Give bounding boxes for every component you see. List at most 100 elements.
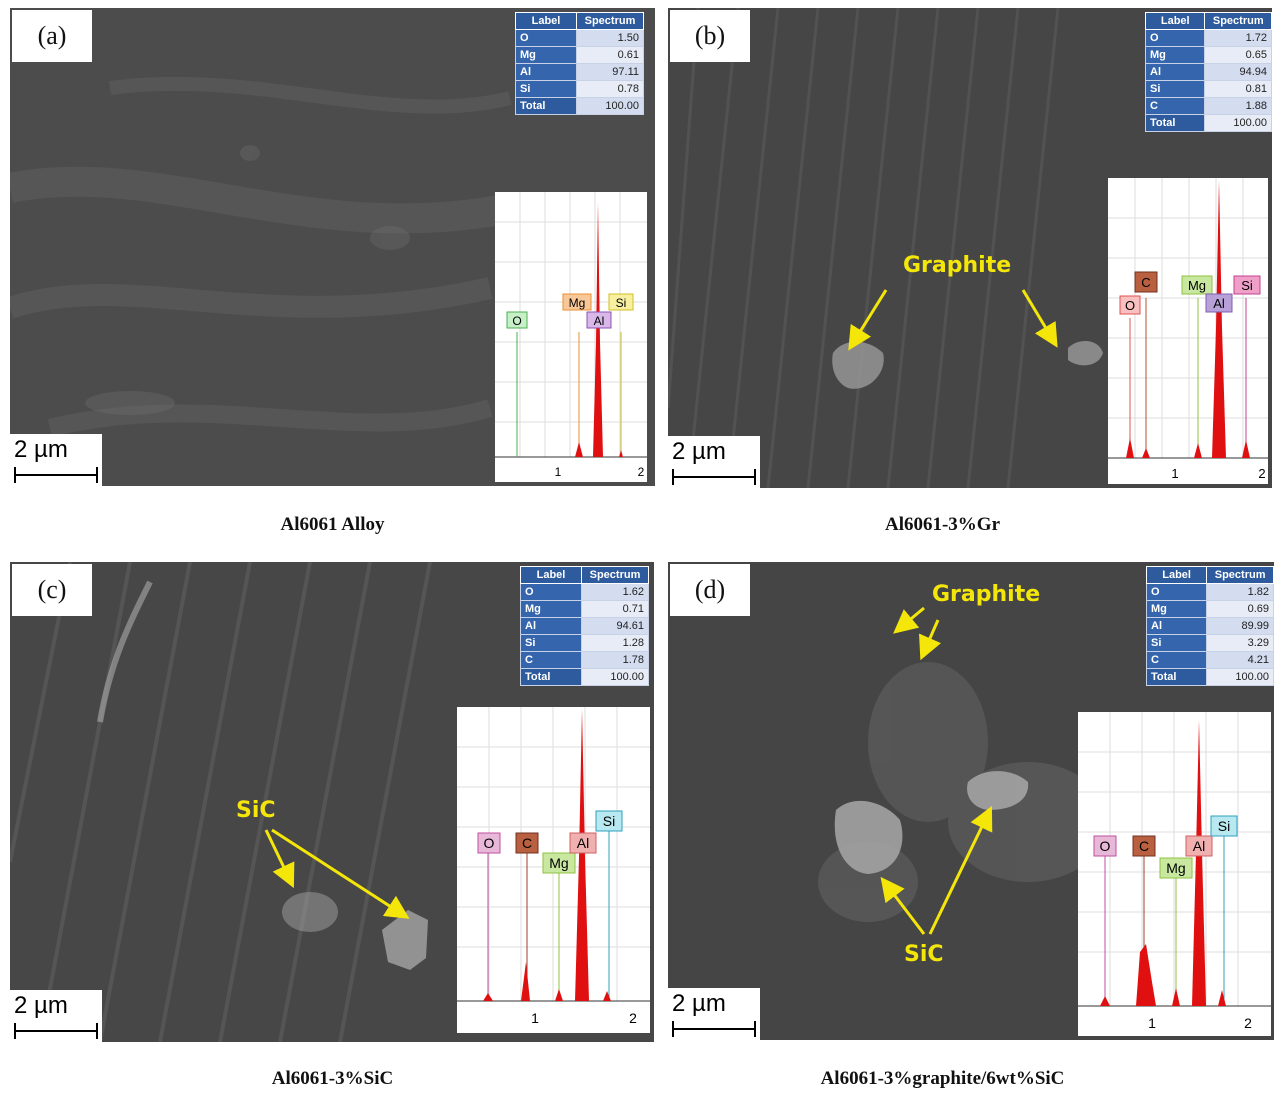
scale-bar: 2 µm (668, 988, 760, 1040)
row-value: 4.21 (1206, 651, 1274, 669)
row-value: 3.29 (1206, 634, 1274, 652)
row-label: C (1144, 97, 1206, 115)
row-label: Si (515, 80, 577, 98)
eds-spectrum: O C Mg Al Si 1 2 (1108, 178, 1268, 484)
eds-composition-table: Label Spectrum O 1.82 Mg 0.69 Al 89.99 Si 3.2… (1145, 566, 1274, 686)
header-label: Label (1144, 12, 1206, 30)
scale-bar-label: 2 µm (14, 992, 68, 1019)
row-value: 1.62 (581, 583, 649, 601)
svg-text:1: 1 (1171, 466, 1178, 481)
eds-spectrum: O Mg Al Si 1 2 (495, 192, 647, 482)
eds-spectrum: O C Mg Al Si 1 2 (1078, 712, 1271, 1036)
annotation-arrows (848, 289, 1058, 351)
row-value: 97.11 (576, 63, 644, 81)
row-label: Si (1144, 80, 1206, 98)
svg-text:O: O (484, 835, 495, 851)
row-value: 0.78 (576, 80, 644, 98)
row-label: O (1145, 583, 1208, 601)
caption-c: Al6061-3%SiC (271, 1068, 394, 1089)
row-label: Si (520, 634, 582, 652)
header-spectrum: Spectrum (576, 12, 644, 30)
peak-label: O (512, 314, 521, 328)
svg-text:Mg: Mg (1188, 278, 1206, 293)
sem-micrograph (668, 562, 1274, 1040)
panel-a: (a) Label Spectrum O 1.50 Mg 0.61 Al 97.11 S… (10, 8, 655, 486)
header-label: Label (515, 12, 577, 30)
row-value: 1.50 (576, 29, 644, 47)
row-value: 100.00 (1204, 114, 1272, 132)
row-label: Total (1145, 668, 1208, 686)
annotation-arrows (264, 828, 410, 919)
row-label: O (1144, 29, 1206, 47)
scale-bar-line (14, 467, 98, 483)
svg-text:C: C (1141, 275, 1150, 290)
eds-composition-table: Label Spectrum O 1.62 Mg 0.71 Al 94.61 Si 1.2… (520, 566, 649, 686)
row-label: Al (1144, 63, 1206, 81)
panel-label: (b) (670, 10, 750, 62)
row-label: Total (515, 97, 577, 115)
svg-text:Si: Si (603, 813, 615, 829)
row-label: Total (520, 668, 582, 686)
row-label: Al (520, 617, 582, 635)
graphite-annotation: Graphite (903, 253, 1012, 278)
svg-text:2: 2 (629, 1010, 637, 1026)
row-value: 100.00 (576, 97, 644, 115)
svg-text:Mg: Mg (569, 296, 586, 310)
row-label: Mg (520, 600, 582, 618)
scale-bar: 2 µm (10, 990, 102, 1042)
caption-b: Al6061-3%Gr (884, 514, 1001, 535)
row-label: Total (1144, 114, 1206, 132)
svg-text:C: C (522, 835, 532, 851)
annotation-arrows (880, 606, 993, 935)
row-value: 1.78 (581, 651, 649, 669)
svg-text:1: 1 (1148, 1015, 1156, 1031)
scale-bar-line (14, 1023, 98, 1039)
row-label: C (1145, 651, 1208, 669)
header-spectrum: Spectrum (1204, 12, 1272, 30)
svg-text:1: 1 (531, 1010, 539, 1026)
svg-text:Si: Si (616, 296, 627, 310)
row-value: 100.00 (1206, 668, 1274, 686)
caption-a: Al6061 Alloy (280, 514, 385, 535)
svg-text:Al: Al (594, 314, 605, 328)
svg-text:Al: Al (1193, 838, 1205, 854)
row-label: Mg (1145, 600, 1208, 618)
scale-bar: 2 µm (10, 434, 102, 486)
panel-label: (a) (12, 10, 92, 62)
sic-annotation: SiC (904, 942, 944, 967)
svg-text:2: 2 (638, 465, 645, 479)
scale-bar-label: 2 µm (672, 990, 726, 1017)
panel-c: (c) Label Spectrum O 1.62 Mg 0.71 Al 94.61 S… (10, 562, 654, 1042)
row-label: O (515, 29, 577, 47)
svg-text:2: 2 (1258, 466, 1265, 481)
row-value: 1.72 (1204, 29, 1272, 47)
svg-text:O: O (1125, 298, 1135, 313)
row-value: 0.65 (1204, 46, 1272, 64)
sic-annotation: SiC (236, 798, 276, 823)
row-value: 0.71 (581, 600, 649, 618)
scale-bar-label: 2 µm (14, 436, 68, 463)
eds-spectrum: O C Mg Al Si 1 2 (457, 707, 650, 1033)
svg-text:Mg: Mg (1166, 860, 1185, 876)
row-label: Si (1145, 634, 1208, 652)
row-value: 0.61 (576, 46, 644, 64)
scale-bar-line (672, 469, 756, 485)
row-label: Al (1145, 617, 1208, 635)
svg-text:Mg: Mg (549, 855, 568, 871)
svg-text:Si: Si (1218, 818, 1230, 834)
scale-bar: 2 µm (668, 436, 760, 488)
svg-text:Al: Al (577, 835, 589, 851)
eds-composition-table: Label Spectrum O 1.50 Mg 0.61 Al 97.11 Si 0.7… (515, 12, 644, 115)
row-value: 100.00 (581, 668, 649, 686)
row-value: 0.69 (1206, 600, 1274, 618)
header-spectrum: Spectrum (1206, 566, 1274, 584)
panel-label: (d) (670, 564, 750, 616)
svg-text:2: 2 (1244, 1015, 1252, 1031)
svg-text:1: 1 (555, 465, 562, 479)
svg-text:Si: Si (1241, 278, 1253, 293)
panel-b: (b) Label Spectrum O 1.72 Mg 0.65 Al 94.94 S… (668, 8, 1272, 488)
eds-composition-table: Label Spectrum O 1.72 Mg 0.65 Al 94.94 Si 0.8… (1144, 12, 1272, 132)
svg-text:C: C (1139, 838, 1149, 854)
scale-bar-label: 2 µm (672, 438, 726, 465)
row-label: Al (515, 63, 577, 81)
